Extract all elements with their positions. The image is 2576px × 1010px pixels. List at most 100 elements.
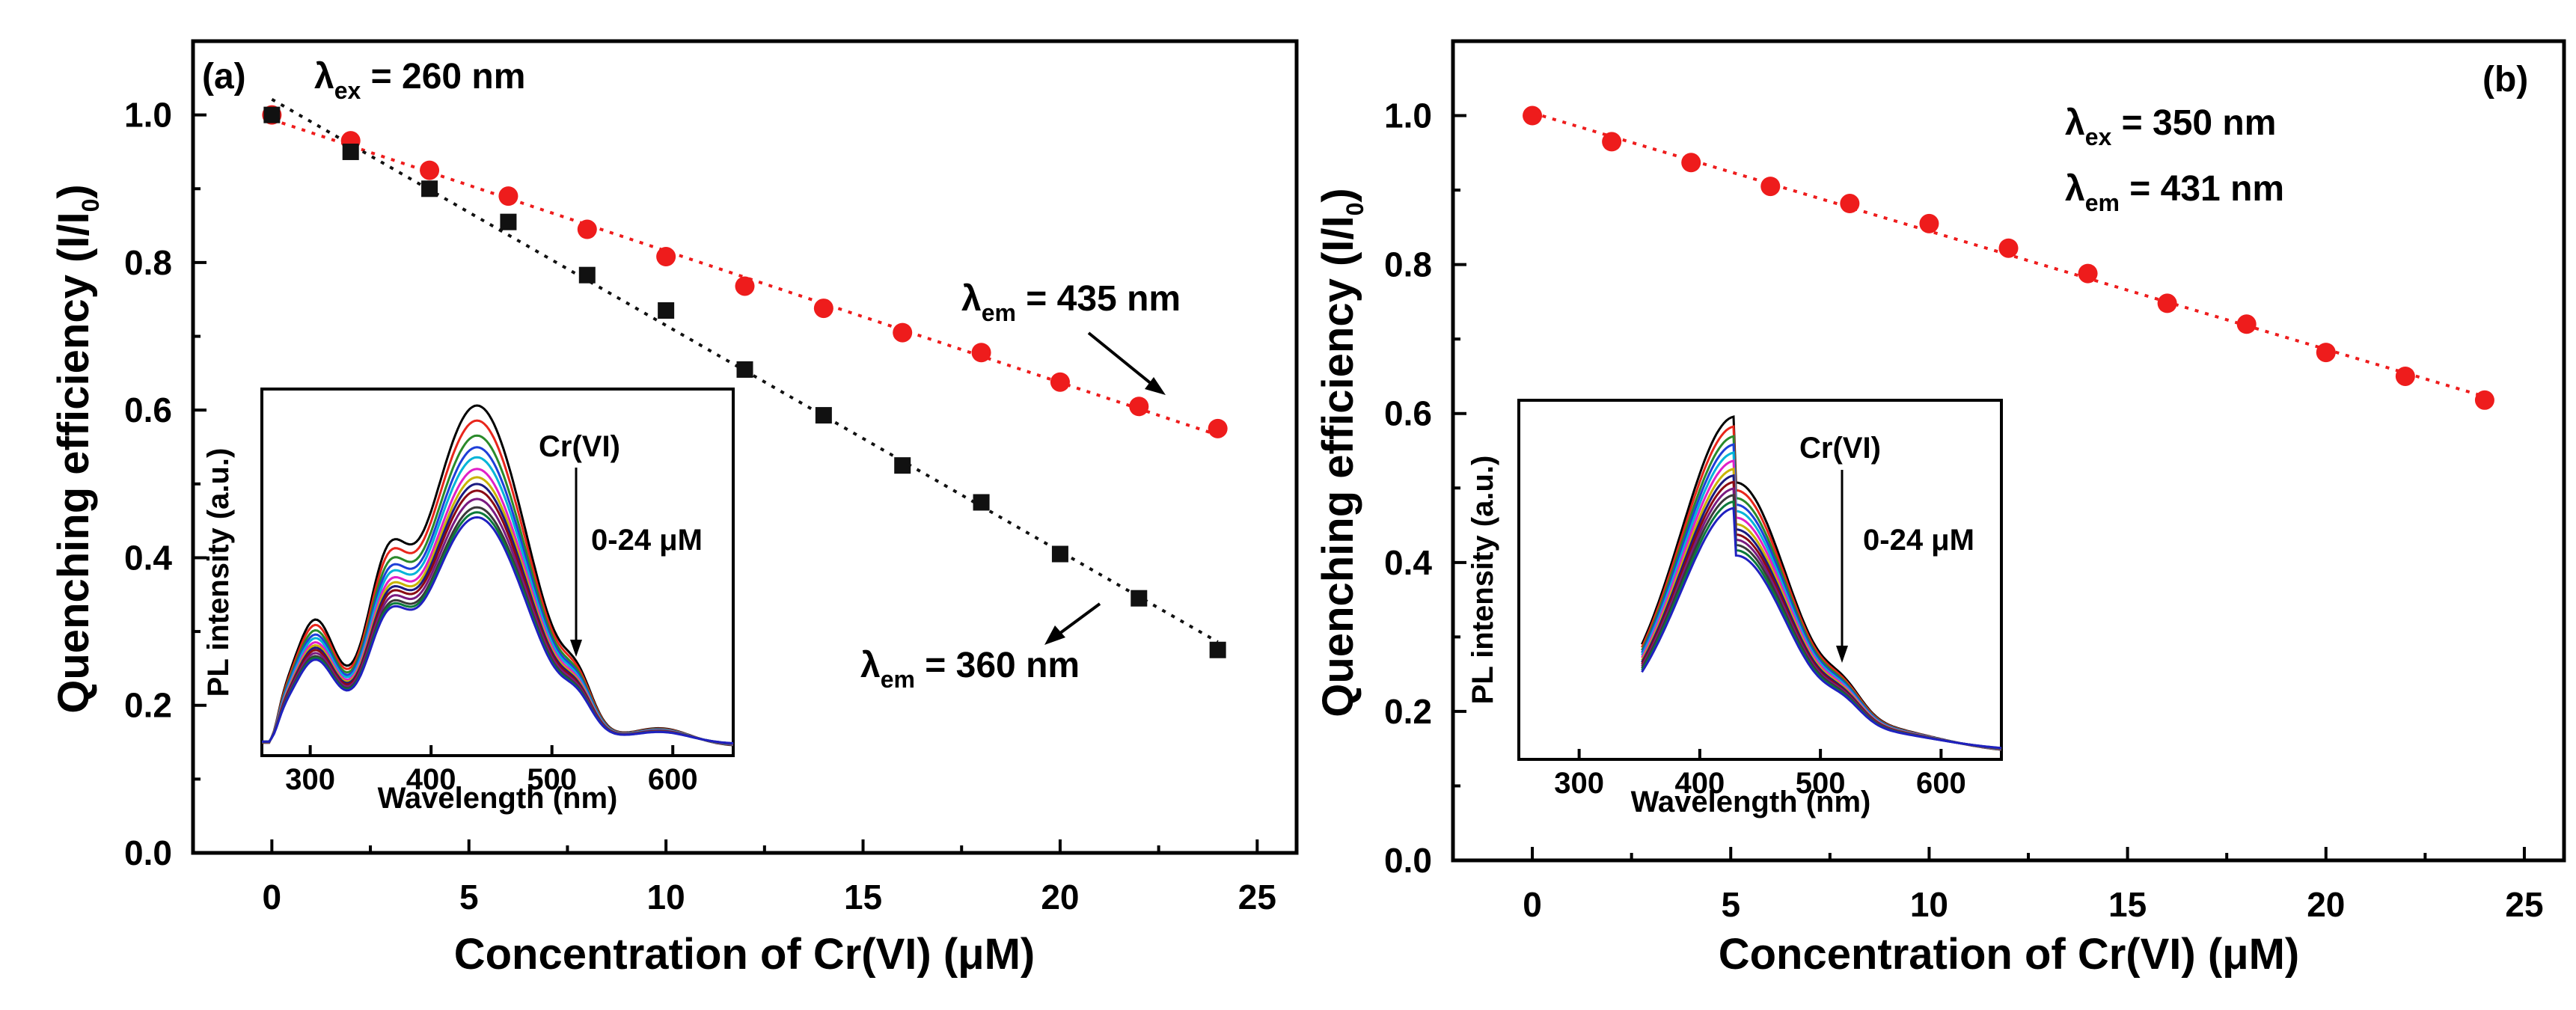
panel-a-point (1209, 641, 1226, 658)
panel-b-inset-frame (1517, 399, 2003, 761)
panel-b-inset: 300 400 500 600 Wavelength (nm) PL intensit… (1466, 399, 2003, 818)
panel-a-y-tick-label: 0.4 (124, 538, 172, 577)
panel-a-point (815, 407, 832, 424)
panel-a-point (656, 247, 676, 267)
panel-b-point (2395, 366, 2415, 386)
panel-b-y-axis-title-end: ) (1314, 188, 1362, 202)
panel-a-point (420, 160, 440, 180)
panel-a-point (1131, 590, 1148, 607)
panel-a-x-tick-label: 10 (647, 878, 685, 916)
panel-b-x-tick-label: 15 (2108, 885, 2147, 924)
panel-a-label-em-360-sub: em (881, 666, 915, 693)
panel-b-point (2236, 314, 2257, 334)
panel-a-point (735, 276, 755, 296)
panel-a-excitation-value: = 260 nm (361, 57, 525, 97)
panel-b-point (2316, 343, 2336, 363)
panel-b-inset-spectrum (1641, 506, 2002, 750)
panel-a-point (1050, 372, 1070, 392)
panel-a-x-tick-label: 5 (459, 878, 479, 916)
panel-a-y-axis-title-main: Quenching efficiency (I/I (49, 212, 98, 713)
panel-a-point (971, 343, 991, 363)
panel-b-y-tick-label: 0.0 (1384, 841, 1432, 880)
panel-b-inset-x-tick-label: 300 (1554, 767, 1604, 800)
panel-a-arrowhead-em-360 (1044, 625, 1065, 645)
panel-b-inset-x-title: Wavelength (nm) (1631, 786, 1871, 818)
panel-b-inset-annotation-cr: Cr(VI) (1799, 432, 1881, 465)
panel-a-inset-curves (262, 404, 734, 747)
panel-a-point (1129, 397, 1149, 417)
panel-a-inset-annotation-cr: Cr(VI) (539, 430, 620, 463)
panel-b-y-axis-title-main: Quenching efficiency (I/I (1314, 215, 1362, 717)
panel-a-inset-annotation-range: 0-24 μM (591, 524, 703, 557)
panel-b-x-axis-title: Concentration of Cr(VI) (μM) (1719, 930, 2300, 979)
panel-b-x-tick-label: 10 (1910, 885, 1948, 924)
panel-b-point (1840, 194, 1860, 214)
panel-a-inset-y-title: PL intensity (a.u.) (202, 448, 235, 697)
panel-a-y-tick-label: 1.0 (124, 96, 172, 135)
panel-b-y-ticks: 0.0 0.2 0.4 0.6 0.8 1.0 (1384, 97, 1466, 880)
panel-a-label-em-360-symbol: λ (860, 646, 881, 685)
panel-b-x-tick-label: 25 (2505, 885, 2543, 924)
panel-a-y-ticks: 0.0 0.2 0.4 0.6 0.8 1.0 (124, 96, 206, 872)
panel-a: (a) λex = 260 nm 0.00.20.40.60.81.0 0 5 10… (49, 39, 1299, 979)
panel-b: (b) λex = 350 nm λem = 431 nm 0.00.20.40… (1314, 39, 2566, 979)
panel-b-point (2474, 390, 2494, 410)
panel-a-inset-x-title: Wavelength (nm) (378, 782, 618, 815)
panel-a-point (736, 361, 753, 378)
panel-a-y-axis-title-sub: 0 (77, 199, 104, 212)
panel-a-point (578, 266, 596, 284)
panel-b-inset-x-tick-label: 400 (1675, 767, 1725, 800)
panel-b-label: (b) (2482, 60, 2528, 100)
panel-a-point (421, 180, 438, 198)
panel-a-inset-x-tick-label: 500 (527, 763, 577, 796)
panel-a-inset-x-tick-label: 600 (648, 763, 698, 796)
panel-a-inset-x-tick-label: 400 (406, 763, 456, 796)
panel-a-y-tick-label: 0.2 (124, 686, 172, 725)
panel-a-inset-frame (260, 388, 735, 757)
panel-a-inset: 300 400 500 600 Wavelength (nm) PL intensit… (202, 388, 735, 815)
panel-b-excitation-symbol: λ (2065, 103, 2085, 143)
panel-b-y-tick-label: 0.2 (1384, 692, 1432, 731)
panel-a-point (498, 186, 518, 206)
panel-a-label-em-360: λem = 360 nm (860, 646, 1080, 693)
panel-a-y-axis-title-end: ) (49, 184, 98, 198)
panel-b-point (1523, 105, 1543, 126)
panel-b-data-points (1523, 105, 2494, 410)
panel-a-data-points (262, 105, 1228, 658)
panel-b-y-tick-label: 0.8 (1384, 245, 1432, 284)
panel-b-point (1681, 153, 1701, 173)
panel-b-point (2157, 293, 2177, 313)
panel-a-label-em-435-value: = 435 nm (1016, 279, 1181, 319)
panel-a-excitation-sub: ex (334, 77, 361, 104)
panel-a-y-tick-label: 0.6 (124, 391, 172, 429)
panel-a-x-tick-label: 0 (263, 878, 282, 916)
panel-a-y-axis-title: Quenching efficiency (I/I0) (49, 184, 104, 713)
panel-a-inset-x-tick-label: 300 (285, 763, 335, 796)
panel-a-label-em-360-value: = 360 nm (915, 646, 1080, 685)
panel-a-plot-frame (191, 39, 1299, 855)
panel-b-excitation-label: λex = 350 nm (2065, 103, 2276, 150)
panel-b-inset-y-title: PL intensity (a.u.) (1466, 456, 1499, 705)
panel-a-excitation-symbol: λ (314, 57, 334, 97)
panel-a-x-tick-label: 20 (1041, 878, 1079, 916)
panel-a-label: (a) (202, 57, 246, 97)
panel-a-point (342, 143, 359, 160)
panel-b-x-tick-label: 0 (1523, 885, 1542, 924)
panel-b-y-axis-title: Quenching efficiency (I/I0) (1314, 188, 1368, 717)
panel-b-x-tick-label: 20 (2307, 885, 2345, 924)
panel-a-x-tick-label: 25 (1238, 878, 1276, 916)
panel-a-inset-spectrum (262, 515, 734, 744)
panel-a-excitation-label: λex = 260 nm (314, 57, 525, 104)
panel-a-arrow-em-435 (1087, 331, 1157, 389)
panel-b-inset-arrowhead (1836, 646, 1848, 663)
panel-b-point (1602, 132, 1622, 152)
panel-a-arrowhead-em-435 (1145, 377, 1166, 395)
panel-a-label-em-435-sub: em (982, 299, 1016, 326)
panel-a-inset-arrowhead (570, 640, 582, 657)
panel-a-x-axis-title: Concentration of Cr(VI) (μM) (454, 930, 1035, 979)
panel-b-inset-x-tick-label: 500 (1796, 767, 1846, 800)
panel-b-inset-curves (1641, 414, 2002, 751)
panel-b-y-tick-label: 0.4 (1384, 543, 1432, 582)
panel-b-emission-symbol: λ (2065, 169, 2085, 209)
panel-b-inset-x-ticks: 300 400 500 600 (1554, 749, 1966, 800)
